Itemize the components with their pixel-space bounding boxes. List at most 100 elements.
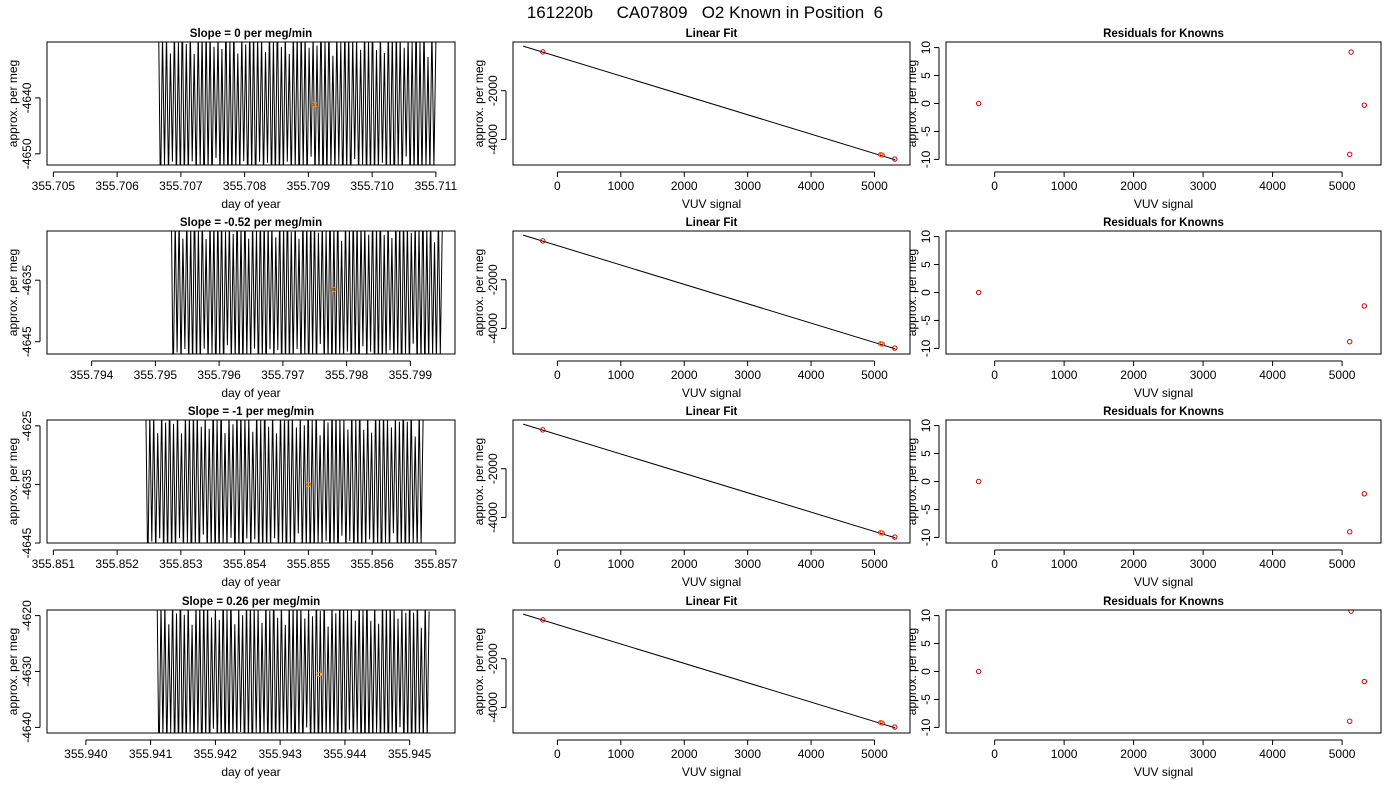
y-tick-label: -4650 <box>20 138 34 169</box>
y-tick-label: -10 <box>919 528 933 546</box>
residual-point-marker <box>975 289 982 296</box>
x-tick-label: 1000 <box>1051 179 1078 193</box>
residual-point-marker <box>1361 678 1368 685</box>
x-tick-label: 355.705 <box>32 179 76 193</box>
x-tick-label: 4000 <box>1259 368 1286 382</box>
y-tick-label: -2000 <box>486 75 500 106</box>
y-tick-label: -10 <box>919 339 933 357</box>
x-tick-label: 0 <box>991 179 998 193</box>
y-tick-label: -4620 <box>20 600 34 631</box>
x-tick-label: 4000 <box>798 557 825 571</box>
y-tick-label: -2000 <box>486 453 500 484</box>
x-tick-label: 0 <box>554 368 561 382</box>
panel-title: Residuals for Knowns <box>1103 406 1224 418</box>
plot-frame <box>512 609 911 734</box>
mean-point-marker <box>878 341 885 347</box>
x-axis-label: day of year <box>221 197 280 211</box>
y-tick-label: 0 <box>919 100 933 107</box>
plot-area <box>145 420 424 543</box>
known-point-marker <box>540 49 546 55</box>
panel-title: Slope = -0.52 per meg/min <box>180 217 322 229</box>
x-tick-label: 5000 <box>861 179 888 193</box>
residual-point-marker <box>1347 339 1353 345</box>
y-axis-label: approx. per meg <box>472 438 486 525</box>
panel-title: Slope = 0.26 per meg/min <box>182 596 320 608</box>
chart-panel-1-1: Slope = 0 per meg/min 355.705 355.706 355.7… <box>6 28 457 211</box>
mean-point-marker <box>316 671 322 677</box>
x-tick-label: 1000 <box>1051 747 1078 761</box>
x-axis-label: day of year <box>221 765 280 779</box>
chart-panel-3-3: Residuals for Knowns 0 1000 2000 3000 4000 500… <box>905 406 1382 589</box>
y-axis-label: approx. per meg <box>6 60 20 147</box>
x-tick-label: 355.856 <box>350 557 394 571</box>
y-tick-label: -4640 <box>20 82 34 113</box>
y-tick-label: 5 <box>919 450 933 457</box>
x-tick-label: 1000 <box>607 747 634 761</box>
y-tick-label: -5 <box>919 315 933 326</box>
mean-point-marker <box>305 481 312 488</box>
y-tick-label: -4630 <box>20 656 34 687</box>
plot-frame <box>512 230 911 355</box>
x-tick-label: 0 <box>991 557 998 571</box>
x-tick-label: 0 <box>554 179 561 193</box>
x-tick-label: 2000 <box>671 179 698 193</box>
plot-frame <box>945 419 1382 544</box>
x-tick-label: 4000 <box>798 368 825 382</box>
chart-panel-3-2: Linear Fit 0 1000 2000 3000 4000 5000 VUV signa… <box>472 406 911 589</box>
x-tick-label: 5000 <box>1329 557 1356 571</box>
y-tick-label: 0 <box>919 289 933 296</box>
y-axis-label: approx. per meg <box>905 438 919 525</box>
chart-panel-4-2: Linear Fit 0 1000 2000 3000 4000 5000 VUV signa… <box>472 596 911 779</box>
residual-point-marker <box>975 478 982 485</box>
x-tick-label: 355.942 <box>194 747 238 761</box>
x-tick-label: 2000 <box>671 368 698 382</box>
y-tick-label: 5 <box>919 72 933 79</box>
x-tick-label: 355.708 <box>223 179 267 193</box>
fit-line <box>523 423 896 539</box>
signal-trace-line <box>158 42 437 165</box>
x-tick-label: 0 <box>991 747 998 761</box>
x-tick-label: 4000 <box>798 747 825 761</box>
panel-title: Linear Fit <box>686 217 738 229</box>
x-tick-label: 1000 <box>607 368 634 382</box>
y-tick-label: -4645 <box>20 326 34 357</box>
x-tick-label: 355.795 <box>134 368 178 382</box>
figure-title: 161220b CA07809 O2 Known in Position 6 <box>527 3 883 22</box>
x-tick-label: 355.707 <box>159 179 203 193</box>
plot-area <box>523 234 898 351</box>
x-tick-label: 4000 <box>798 179 825 193</box>
x-tick-label: 355.798 <box>325 368 369 382</box>
known-point-marker <box>892 345 898 351</box>
x-axis-label: VUV signal <box>682 386 741 400</box>
x-tick-label: 355.851 <box>32 557 76 571</box>
plot-area <box>975 610 1368 724</box>
x-tick-label: 355.797 <box>261 368 305 382</box>
y-tick-label: -4635 <box>20 469 34 500</box>
known-point-marker <box>892 724 898 730</box>
panel-title: Linear Fit <box>686 596 738 608</box>
mean-point-marker <box>312 101 318 108</box>
residual-point-marker <box>1348 49 1354 55</box>
panel-title: Residuals for Knowns <box>1103 217 1224 229</box>
x-tick-label: 1000 <box>607 179 634 193</box>
mean-point-marker <box>331 286 337 293</box>
residual-point-marker <box>1347 529 1353 535</box>
y-axis-label: approx. per meg <box>905 249 919 336</box>
plot-area <box>523 423 898 540</box>
x-tick-label: 5000 <box>861 368 888 382</box>
x-tick-label: 355.854 <box>223 557 267 571</box>
y-tick-label: 5 <box>919 640 933 647</box>
y-tick-label: -4000 <box>486 502 500 533</box>
x-tick-label: 355.799 <box>389 368 433 382</box>
plot-area <box>523 45 898 162</box>
y-tick-label: 10 <box>919 41 933 55</box>
x-tick-label: 3000 <box>1190 557 1217 571</box>
chart-panel-4-1: Slope = 0.26 per meg/min 355.940 355.941 35… <box>6 596 456 779</box>
y-tick-label: -5 <box>919 694 933 705</box>
plot-area <box>171 231 443 354</box>
chart-panel-2-2: Linear Fit 0 1000 2000 3000 4000 5000 VUV signa… <box>472 217 911 400</box>
signal-trace-line <box>171 231 443 354</box>
x-tick-label: 5000 <box>1329 179 1356 193</box>
chart-panel-1-2: Linear Fit 0 1000 2000 3000 4000 5000 VUV signa… <box>472 28 911 211</box>
x-tick-label: 355.944 <box>323 747 367 761</box>
